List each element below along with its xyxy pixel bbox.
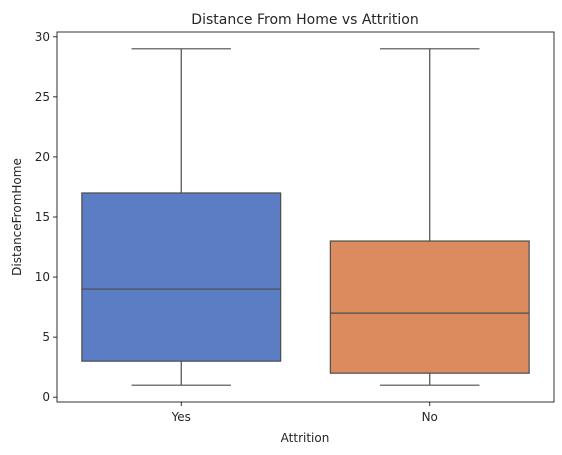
plot-area [81,48,530,386]
x-axis: Yes No [171,402,438,424]
y-axis-label: DistanceFromHome [10,158,24,276]
x-axis-label: Attrition [281,431,330,445]
y-tick-label: 25 [35,90,50,104]
y-axis: 0 5 10 15 20 25 30 [35,30,57,404]
x-tick-label-yes: Yes [171,410,191,424]
iqr-box-no [329,240,530,374]
chart-title: Distance From Home vs Attrition [191,12,418,28]
box-no [329,48,530,386]
y-tick-label: 15 [35,210,50,224]
box-yes [81,48,282,386]
y-tick-label: 30 [35,30,50,44]
y-tick-label: 20 [35,150,50,164]
iqr-box-yes [81,192,282,362]
y-tick-label: 10 [35,270,50,284]
y-tick-label: 5 [42,330,50,344]
y-tick-label: 0 [42,390,50,404]
x-tick-label-no: No [422,410,438,424]
